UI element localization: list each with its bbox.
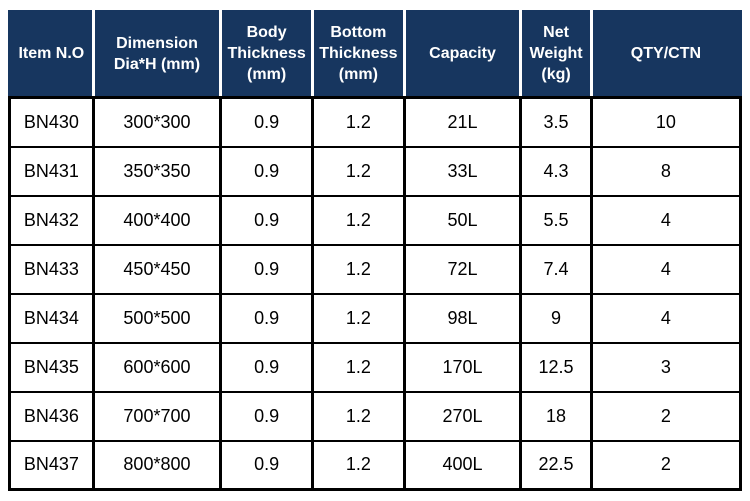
table-row: BN433 450*450 0.9 1.2 72L 7.4 4 [8,243,743,295]
cell-dimension: 350*350 [91,145,223,197]
cell-net-weight: 12.5 [519,341,593,393]
cell-qty-ctn: 2 [589,390,743,442]
cell-net-weight: 3.5 [519,96,593,148]
cell-dimension: 300*300 [91,96,223,148]
cell-body-thickness: 0.9 [219,243,314,295]
col-header-body-thickness: Body Thickness (mm) [220,10,314,99]
table-row: BN435 600*600 0.9 1.2 170L 12.5 3 [8,341,743,393]
cell-bottom-thickness: 1.2 [310,341,406,393]
cell-dimension: 400*400 [91,194,223,246]
cell-qty-ctn: 3 [589,341,743,393]
cell-bottom-thickness: 1.2 [310,243,406,295]
cell-net-weight: 22.5 [519,439,593,491]
cell-capacity: 72L [402,243,523,295]
table-header: Item N.O Dimension Dia*H (mm) Body Thick… [8,10,743,99]
cell-bottom-thickness: 1.2 [310,194,406,246]
col-header-net-weight: Net Weight (kg) [520,10,593,99]
cell-qty-ctn: 4 [589,194,743,246]
cell-item-no: BN431 [8,145,95,197]
table-body: BN430 300*300 0.9 1.2 21L 3.5 10 BN431 350*350 0.… [8,96,743,491]
cell-dimension: 600*600 [91,341,223,393]
cell-body-thickness: 0.9 [219,390,314,442]
cell-dimension: 700*700 [91,390,223,442]
cell-bottom-thickness: 1.2 [310,292,406,344]
cell-net-weight: 4.3 [519,145,593,197]
cell-net-weight: 9 [519,292,593,344]
cell-body-thickness: 0.9 [219,292,314,344]
cell-capacity: 400L [402,439,523,491]
cell-qty-ctn: 4 [589,292,743,344]
cell-capacity: 21L [402,96,523,148]
cell-item-no: BN432 [8,194,95,246]
cell-body-thickness: 0.9 [219,194,314,246]
cell-item-no: BN435 [8,341,95,393]
table-row: BN430 300*300 0.9 1.2 21L 3.5 10 [8,96,743,148]
table-row: BN431 350*350 0.9 1.2 33L 4.3 8 [8,145,743,197]
cell-body-thickness: 0.9 [219,96,314,148]
cell-net-weight: 5.5 [519,194,593,246]
cell-net-weight: 18 [519,390,593,442]
cell-body-thickness: 0.9 [219,341,314,393]
cell-item-no: BN430 [8,96,95,148]
table-row: BN436 700*700 0.9 1.2 270L 18 2 [8,390,743,442]
table-row: BN437 800*800 0.9 1.2 400L 22.5 2 [8,439,743,491]
col-header-capacity: Capacity [404,10,523,99]
cell-qty-ctn: 4 [589,243,743,295]
table-row: BN432 400*400 0.9 1.2 50L 5.5 4 [8,194,743,246]
cell-qty-ctn: 8 [589,145,743,197]
cell-body-thickness: 0.9 [219,439,314,491]
cell-dimension: 500*500 [91,292,223,344]
cell-capacity: 50L [402,194,523,246]
table-row: BN434 500*500 0.9 1.2 98L 9 4 [8,292,743,344]
cell-body-thickness: 0.9 [219,145,314,197]
cell-dimension: 800*800 [91,439,223,491]
product-spec-table: Item N.O Dimension Dia*H (mm) Body Thick… [8,10,743,491]
header-row: Item N.O Dimension Dia*H (mm) Body Thick… [8,10,743,99]
cell-capacity: 33L [402,145,523,197]
cell-bottom-thickness: 1.2 [310,96,406,148]
cell-capacity: 270L [402,390,523,442]
cell-qty-ctn: 2 [589,439,743,491]
cell-item-no: BN436 [8,390,95,442]
col-header-bottom-thickness: Bottom Thickness (mm) [312,10,406,99]
col-header-qty-ctn: QTY/CTN [591,10,743,99]
cell-bottom-thickness: 1.2 [310,439,406,491]
cell-dimension: 450*450 [91,243,223,295]
cell-item-no: BN434 [8,292,95,344]
cell-bottom-thickness: 1.2 [310,145,406,197]
cell-capacity: 98L [402,292,523,344]
cell-qty-ctn: 10 [589,96,743,148]
col-header-item-no: Item N.O [8,10,95,99]
col-header-dimension: Dimension Dia*H (mm) [93,10,223,99]
cell-net-weight: 7.4 [519,243,593,295]
cell-item-no: BN437 [8,439,95,491]
cell-bottom-thickness: 1.2 [310,390,406,442]
cell-capacity: 170L [402,341,523,393]
cell-item-no: BN433 [8,243,95,295]
